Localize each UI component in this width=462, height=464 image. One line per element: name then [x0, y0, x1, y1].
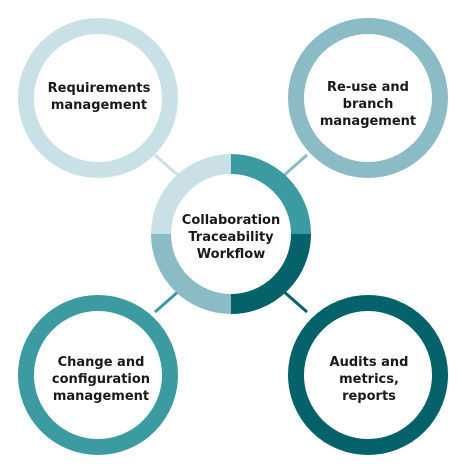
- reuse-branch-management-label: Re-use and branch management: [319, 79, 417, 129]
- center-ring-quadrant-audits: [230, 233, 311, 314]
- change-configuration-management-label: Change and configuration management: [51, 354, 151, 404]
- connector-change: [154, 288, 181, 314]
- connector-requirements: [154, 153, 181, 179]
- audits-metrics-reports-label: Audits and metrics, reports: [329, 354, 409, 404]
- node-ring-requirements: [18, 18, 178, 178]
- center-ring-quadrant-reuse: [230, 154, 311, 235]
- node-ring-reuse: [288, 18, 448, 178]
- center-ring-quadrant-requirements: [151, 154, 232, 235]
- connector-audits: [281, 288, 308, 314]
- node-ring-change: [18, 295, 178, 455]
- center-label: Collaboration Traceability Workflow: [181, 212, 281, 262]
- connector-reuse: [281, 153, 308, 179]
- center-ring: [151, 154, 311, 314]
- center-ring-quadrant-change: [151, 233, 232, 314]
- requirements-management-label: Requirements management: [47, 81, 151, 113]
- node-ring-audits: [288, 295, 448, 455]
